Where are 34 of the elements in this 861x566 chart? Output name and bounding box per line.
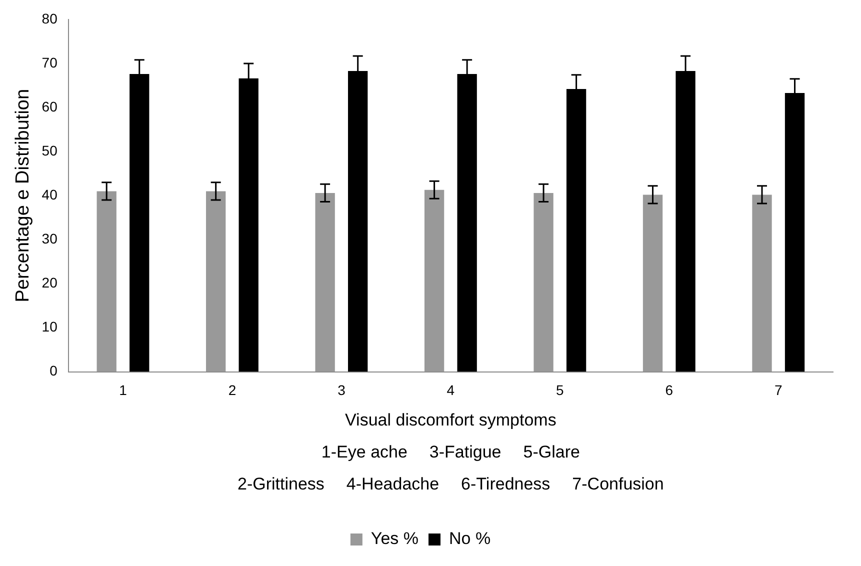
- y-tick-label: 70: [42, 54, 58, 70]
- x-tick-label: 6: [665, 382, 674, 398]
- text: 2-Grittiness: [238, 474, 324, 494]
- legend-label: No %: [449, 529, 491, 548]
- y-tick-label: 40: [42, 186, 58, 202]
- y-tick-label: 80: [42, 10, 58, 26]
- x-tick-label: 2: [228, 382, 236, 398]
- y-tick-label: 0: [50, 362, 58, 379]
- bar: [642, 194, 663, 372]
- text: 6-Tiredness: [461, 474, 550, 494]
- text: 3-Fatigue: [429, 442, 502, 462]
- x-axis-title: Visual discomfort symptoms: [345, 410, 556, 430]
- x-tick-label: 3: [338, 382, 346, 398]
- bar: [424, 190, 444, 372]
- x-tick-label: 4: [446, 382, 455, 398]
- y-axis-title: Percentage e Distribution: [12, 88, 34, 302]
- legend-label: Yes %: [370, 529, 419, 548]
- text: 5-Glare: [523, 442, 580, 462]
- x-tick-label: 1: [119, 382, 128, 398]
- bar: [96, 191, 116, 372]
- bar: [752, 194, 772, 372]
- text: 7-Confusion: [572, 474, 664, 494]
- y-tick-label: 20: [42, 274, 58, 291]
- bar: [315, 192, 335, 372]
- bar: [534, 192, 554, 372]
- y-tick-label: 10: [42, 318, 58, 335]
- y-tick-label: 60: [42, 98, 58, 114]
- y-tick-label: 50: [42, 142, 58, 158]
- text: 4-Headache: [346, 474, 440, 494]
- x-tick-label: 5: [556, 382, 564, 398]
- x-tick-label: 7: [774, 382, 782, 398]
- y-tick-label: 30: [42, 230, 58, 247]
- bar: [206, 191, 226, 372]
- text: 1-Eye ache: [321, 442, 408, 462]
